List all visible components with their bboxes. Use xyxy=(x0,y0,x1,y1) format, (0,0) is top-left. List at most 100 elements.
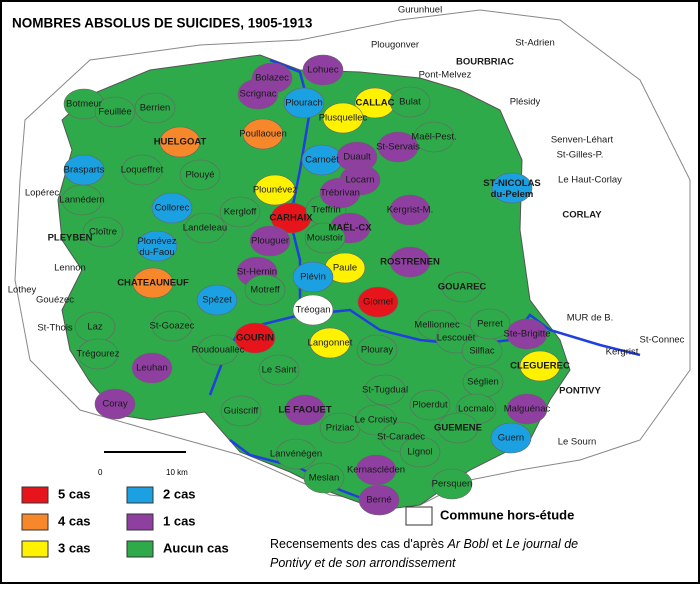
commune-area xyxy=(519,350,561,382)
legend-label: 4 cas xyxy=(58,513,91,528)
commune-label: BOURBRIAC xyxy=(456,57,514,68)
commune-area xyxy=(219,196,261,228)
commune-label: Plounévez xyxy=(253,185,298,196)
commune-label: Le Sourn xyxy=(558,437,597,448)
commune-area xyxy=(292,294,334,326)
commune-label: Laz xyxy=(87,322,103,333)
commune-label: MUR de B. xyxy=(567,313,613,324)
commune-label: MAËL-CX xyxy=(328,223,372,234)
map-title: NOMBRES ABSOLUS DE SUICIDES, 1905-1913 xyxy=(12,16,313,31)
commune-area xyxy=(61,184,103,216)
commune-label: Priziac xyxy=(326,423,355,434)
commune-label: Plouyé xyxy=(185,170,214,181)
commune-label: ST-NICOLAS du-Pelem xyxy=(483,178,541,200)
commune-area xyxy=(77,338,119,370)
commune-area xyxy=(437,412,479,444)
commune-label: St-Thois xyxy=(37,323,73,334)
commune-label: PONTIVY xyxy=(559,386,601,397)
commune-area xyxy=(151,310,193,342)
commune-label: Le Saint xyxy=(262,365,297,376)
legend-swatch xyxy=(21,540,49,558)
source-text: Le journal de xyxy=(506,537,578,551)
commune-label: St-Adrien xyxy=(515,38,555,49)
legend-swatch xyxy=(21,486,49,504)
commune-label: PLEYBEN xyxy=(48,233,93,244)
commune-label: GOURIN xyxy=(236,333,274,344)
commune-label: Plévin xyxy=(300,272,326,283)
commune-area xyxy=(275,438,317,470)
commune-area xyxy=(319,177,361,209)
legend-swatch xyxy=(126,513,154,531)
commune-label: St-Gilles-P. xyxy=(557,150,604,161)
commune-label: Lothey xyxy=(8,285,37,296)
commune-label: Plusquellec xyxy=(319,113,368,124)
commune-label: Guern xyxy=(498,433,524,444)
commune-label: St-Hernin xyxy=(237,267,277,278)
commune-area xyxy=(413,121,455,153)
source-line: Recensements des cas d'après Ar Bobl et … xyxy=(270,537,578,551)
commune-label: Glomel xyxy=(363,297,393,308)
commune-label: Mellionnec xyxy=(414,320,460,331)
source-text: Ar Bobl xyxy=(446,537,489,551)
commune-area xyxy=(431,468,473,500)
commune-area xyxy=(197,334,239,366)
commune-label: Senven-Léhart xyxy=(551,135,614,146)
commune-area xyxy=(506,318,548,350)
source-text: Pontivy xyxy=(270,556,312,570)
commune-label: Coray xyxy=(102,399,128,410)
commune-label: Le Haut-Corlay xyxy=(558,175,622,186)
commune-area xyxy=(409,389,451,421)
commune-label: St-Goazec xyxy=(150,321,195,332)
commune-area xyxy=(237,78,279,110)
commune-label: Ste-Brigitte xyxy=(504,329,551,340)
commune-area xyxy=(258,354,300,386)
legend-label: 3 cas xyxy=(58,540,91,555)
commune-label: Le Croisty xyxy=(355,415,398,426)
commune-area xyxy=(220,395,262,427)
commune-label: Ploerdut xyxy=(412,400,448,411)
commune-label: Tréogan xyxy=(295,305,330,316)
commune-area xyxy=(179,159,221,191)
commune-label: LE FAOUET xyxy=(278,405,332,416)
commune-label: Berné xyxy=(366,495,391,506)
legend-swatch xyxy=(405,506,433,526)
commune-area xyxy=(309,327,351,359)
commune-label: St-Servais xyxy=(376,142,420,153)
commune-label: Bulat xyxy=(399,97,421,108)
commune-label: CLEGUEREC xyxy=(510,361,570,372)
source-text: et xyxy=(488,537,505,551)
commune-label: Plonévez du-Faou xyxy=(137,236,176,258)
commune-label: HUELGOAT xyxy=(154,137,207,148)
commune-area xyxy=(469,308,511,340)
commune-area xyxy=(131,352,173,384)
commune-area xyxy=(132,267,174,299)
commune-label: Plourach xyxy=(285,98,323,109)
scale-end: 10 km xyxy=(166,468,188,477)
commune-area xyxy=(490,422,532,454)
commune-label: Trégourez xyxy=(77,349,120,360)
commune-label: Trébrivan xyxy=(320,188,360,199)
legend-label: Commune hors-étude xyxy=(440,507,574,522)
commune-area xyxy=(284,394,326,426)
commune-label: Guiscriff xyxy=(224,406,259,417)
commune-label: ROSTRENEN xyxy=(380,257,440,268)
commune-area xyxy=(184,212,226,244)
commune-label: Carnoët xyxy=(305,155,339,166)
commune-area xyxy=(196,284,238,316)
commune-label: Kergrist-M. xyxy=(387,205,433,216)
commune-area xyxy=(234,322,276,354)
commune-label: Lignol xyxy=(407,447,432,458)
commune-label: Lennon xyxy=(54,263,86,274)
commune-area xyxy=(389,194,431,226)
commune-label: Persquen xyxy=(432,479,473,490)
commune-label: Lohuec xyxy=(307,65,338,76)
commune-label: Leuhan xyxy=(136,363,168,374)
commune-area xyxy=(151,192,193,224)
commune-area xyxy=(249,225,291,257)
legend-label: 2 cas xyxy=(163,486,196,501)
commune-area xyxy=(94,388,136,420)
commune-label: Malguénac xyxy=(504,404,551,415)
commune-label: Plouray xyxy=(361,345,393,356)
commune-label: Lannédern xyxy=(59,195,104,206)
commune-label: Séglien xyxy=(467,377,499,388)
